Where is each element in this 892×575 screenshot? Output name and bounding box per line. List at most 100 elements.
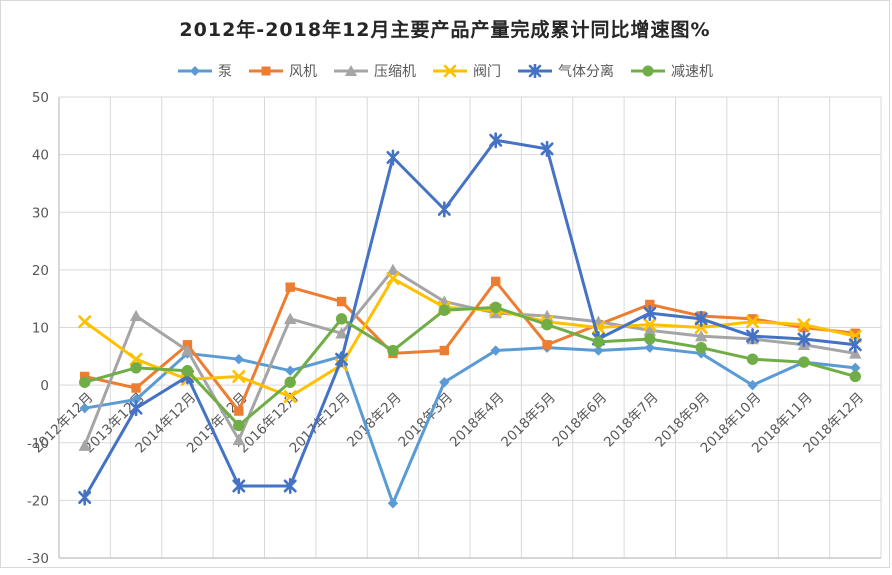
diamond-marker xyxy=(439,377,450,388)
legend-label: 阀门 xyxy=(473,64,501,80)
x-marker xyxy=(643,318,657,332)
x-marker xyxy=(283,390,297,404)
asterisk-marker xyxy=(129,400,143,417)
square-marker xyxy=(131,383,141,393)
square-marker xyxy=(747,314,758,324)
diamond-marker xyxy=(79,402,90,414)
x-marker xyxy=(232,369,246,383)
triangle-marker xyxy=(335,327,348,339)
diamond-marker xyxy=(284,365,296,376)
legend-item-5[interactable]: 减速机 xyxy=(630,61,713,81)
diamond-marker xyxy=(850,362,861,374)
asterisk-marker xyxy=(746,328,760,345)
triangle-marker xyxy=(694,329,708,342)
triangle-marker xyxy=(232,433,246,446)
asterisk-marker xyxy=(643,305,657,322)
asterisk-marker xyxy=(797,331,811,348)
legend-item-3[interactable]: 阀门 xyxy=(432,61,501,81)
circle-marker xyxy=(695,341,707,354)
circle-marker xyxy=(849,370,862,383)
chart-legend: 泵 风机 压缩机 阀门 气体分离 减速机 xyxy=(1,61,889,81)
triangle-marker xyxy=(386,263,400,276)
asterisk-marker xyxy=(335,351,349,368)
circle-marker xyxy=(181,365,194,377)
circle-marker xyxy=(746,353,759,365)
square-marker xyxy=(261,66,271,76)
square-marker xyxy=(234,406,244,416)
x-tick-label: 2018年5月 xyxy=(498,390,559,451)
y-tick-label: 0 xyxy=(40,378,49,394)
legend-label: 减速机 xyxy=(671,64,713,80)
triangle-marker xyxy=(283,312,297,325)
legend-item-4[interactable]: 气体分离 xyxy=(517,61,614,81)
diamond-marker xyxy=(747,379,758,391)
triangle-marker xyxy=(129,309,143,322)
square-marker xyxy=(439,345,450,356)
legend-marker-sample xyxy=(518,64,552,78)
asterisk-marker xyxy=(848,336,862,353)
legend-item-1[interactable]: 风机 xyxy=(248,61,317,81)
triangle-marker xyxy=(849,347,862,359)
legend-marker-sample xyxy=(334,65,368,76)
asterisk-marker xyxy=(694,310,708,327)
asterisk-marker xyxy=(540,140,554,157)
legend-item-0[interactable]: 泵 xyxy=(177,61,232,81)
y-tick-label: 50 xyxy=(32,90,49,106)
chart-title: 2012年-2018年12月主要产品产量完成累计同比增速图% xyxy=(179,19,711,41)
triangle-marker xyxy=(181,344,194,356)
circle-marker xyxy=(541,318,553,331)
circle-marker xyxy=(130,362,142,374)
legend-label: 压缩机 xyxy=(374,64,416,80)
triangle-marker xyxy=(78,439,91,451)
y-tick-label: -20 xyxy=(27,493,49,509)
y-tick-label: 10 xyxy=(32,321,49,337)
series-line-4 xyxy=(83,138,857,499)
x-tick-label: 2018年4月 xyxy=(447,390,508,451)
circle-marker xyxy=(798,356,810,368)
square-marker xyxy=(850,328,861,338)
legend-label: 气体分离 xyxy=(558,64,614,80)
square-marker xyxy=(79,371,90,382)
series-line-0 xyxy=(83,346,857,505)
asterisk-marker xyxy=(528,64,542,78)
diamond-marker xyxy=(593,345,604,356)
asterisk-marker xyxy=(78,489,92,506)
x-tick-label: 2018年7月 xyxy=(601,390,662,451)
legend-label: 泵 xyxy=(218,64,232,80)
legend-item-2[interactable]: 压缩机 xyxy=(333,61,416,81)
x-tick-label: 2018年2月 xyxy=(344,390,405,451)
circle-marker xyxy=(335,313,348,325)
circle-marker xyxy=(642,65,654,77)
asterisk-marker xyxy=(489,132,503,149)
circle-marker xyxy=(78,376,91,388)
circle-marker xyxy=(284,376,296,388)
y-tick-label: -30 xyxy=(27,551,49,567)
circle-marker xyxy=(387,344,399,357)
square-marker xyxy=(799,322,809,333)
y-tick-label: 20 xyxy=(32,263,49,279)
triangle-marker xyxy=(345,65,357,76)
circle-marker xyxy=(592,336,605,348)
legend-label: 风机 xyxy=(289,64,317,80)
x-marker xyxy=(746,315,760,329)
diamond-marker xyxy=(644,342,656,353)
x-marker xyxy=(797,318,811,332)
x-marker xyxy=(78,315,92,329)
legend-marker-sample xyxy=(249,66,283,76)
square-marker xyxy=(336,296,347,307)
square-marker xyxy=(542,340,552,350)
asterisk-marker xyxy=(437,201,451,218)
diamond-marker xyxy=(233,353,245,365)
legend-marker-sample xyxy=(178,66,212,76)
series-line-5 xyxy=(83,305,857,427)
x-marker xyxy=(386,272,400,286)
asterisk-marker xyxy=(232,477,246,494)
x-marker xyxy=(443,64,457,78)
x-marker xyxy=(129,352,143,366)
y-tick-label: 30 xyxy=(32,205,49,221)
x-tick-label: 2018年3月 xyxy=(395,390,456,451)
legend-marker-sample xyxy=(433,64,467,78)
circle-marker xyxy=(438,304,451,316)
